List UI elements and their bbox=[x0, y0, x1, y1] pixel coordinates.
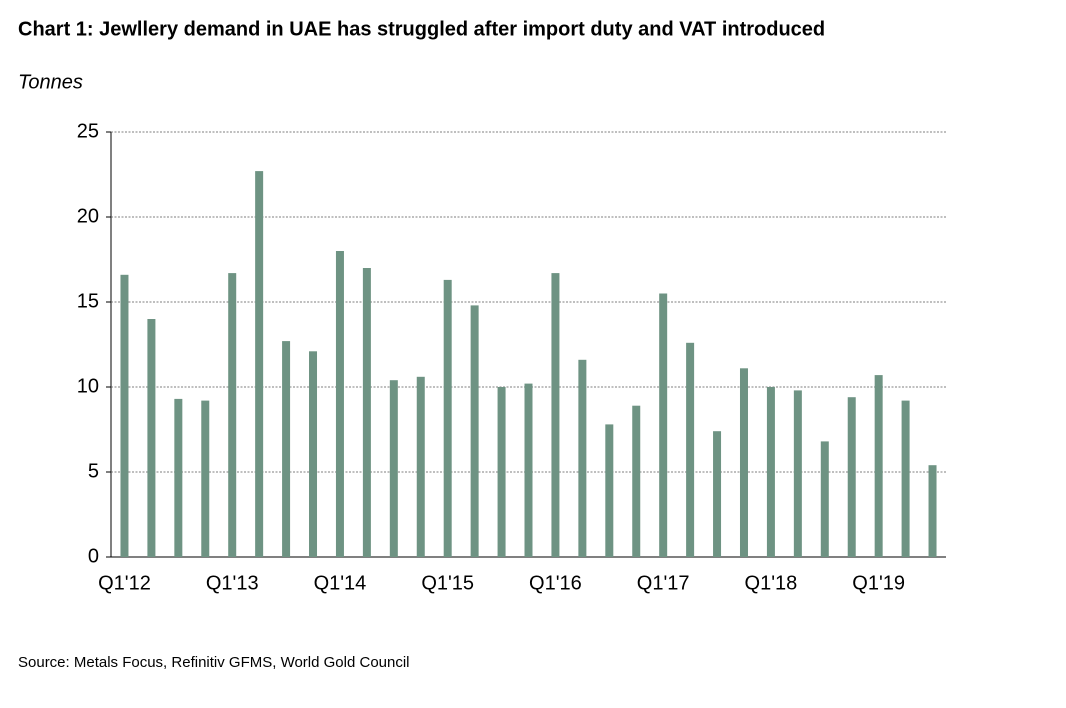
y-axis-label: Tonnes bbox=[18, 71, 83, 93]
bar bbox=[766, 387, 775, 557]
y-tick-label: 20 bbox=[77, 205, 99, 227]
bar bbox=[228, 273, 237, 557]
bar bbox=[524, 383, 533, 557]
bar bbox=[335, 251, 344, 557]
bar bbox=[282, 341, 291, 557]
bar bbox=[605, 424, 614, 557]
x-tick-label: Q1'13 bbox=[206, 572, 259, 594]
bar bbox=[874, 375, 883, 557]
bar bbox=[470, 305, 479, 557]
chart-title: Chart 1: Jewllery demand in UAE has stru… bbox=[18, 18, 825, 40]
bar bbox=[120, 274, 129, 557]
bar bbox=[309, 351, 318, 557]
bar bbox=[739, 368, 748, 557]
y-tick-label: 0 bbox=[88, 545, 99, 567]
bar bbox=[443, 279, 452, 557]
x-tick-label: Q1'16 bbox=[529, 572, 582, 594]
y-tick-label: 25 bbox=[77, 120, 99, 142]
x-tick-label: Q1'17 bbox=[637, 572, 690, 594]
y-tick-label: 15 bbox=[77, 290, 99, 312]
bar bbox=[578, 359, 587, 557]
bar bbox=[847, 397, 856, 557]
source-note: Source: Metals Focus, Refinitiv GFMS, Wo… bbox=[18, 654, 410, 671]
bar bbox=[901, 400, 910, 557]
bar bbox=[820, 441, 829, 557]
x-tick-label: Q1'19 bbox=[852, 572, 905, 594]
bar bbox=[255, 171, 264, 557]
x-tick-label: Q1'14 bbox=[314, 572, 367, 594]
bar bbox=[147, 319, 156, 557]
bar bbox=[497, 387, 506, 557]
bar bbox=[713, 431, 722, 557]
x-tick-label: Q1'12 bbox=[98, 572, 151, 594]
bar bbox=[416, 376, 425, 557]
y-tick-label: 5 bbox=[88, 460, 99, 482]
bar bbox=[362, 268, 371, 557]
bar bbox=[928, 465, 937, 557]
x-tick-label: Q1'18 bbox=[745, 572, 798, 594]
x-tick-label: Q1'15 bbox=[421, 572, 474, 594]
bar bbox=[551, 273, 560, 557]
bar bbox=[389, 380, 398, 557]
bar bbox=[174, 398, 183, 557]
bar bbox=[632, 405, 641, 557]
bar bbox=[201, 400, 210, 557]
bar bbox=[793, 390, 802, 557]
bar bbox=[686, 342, 695, 557]
y-tick-label: 10 bbox=[77, 375, 99, 397]
bar bbox=[659, 293, 668, 557]
